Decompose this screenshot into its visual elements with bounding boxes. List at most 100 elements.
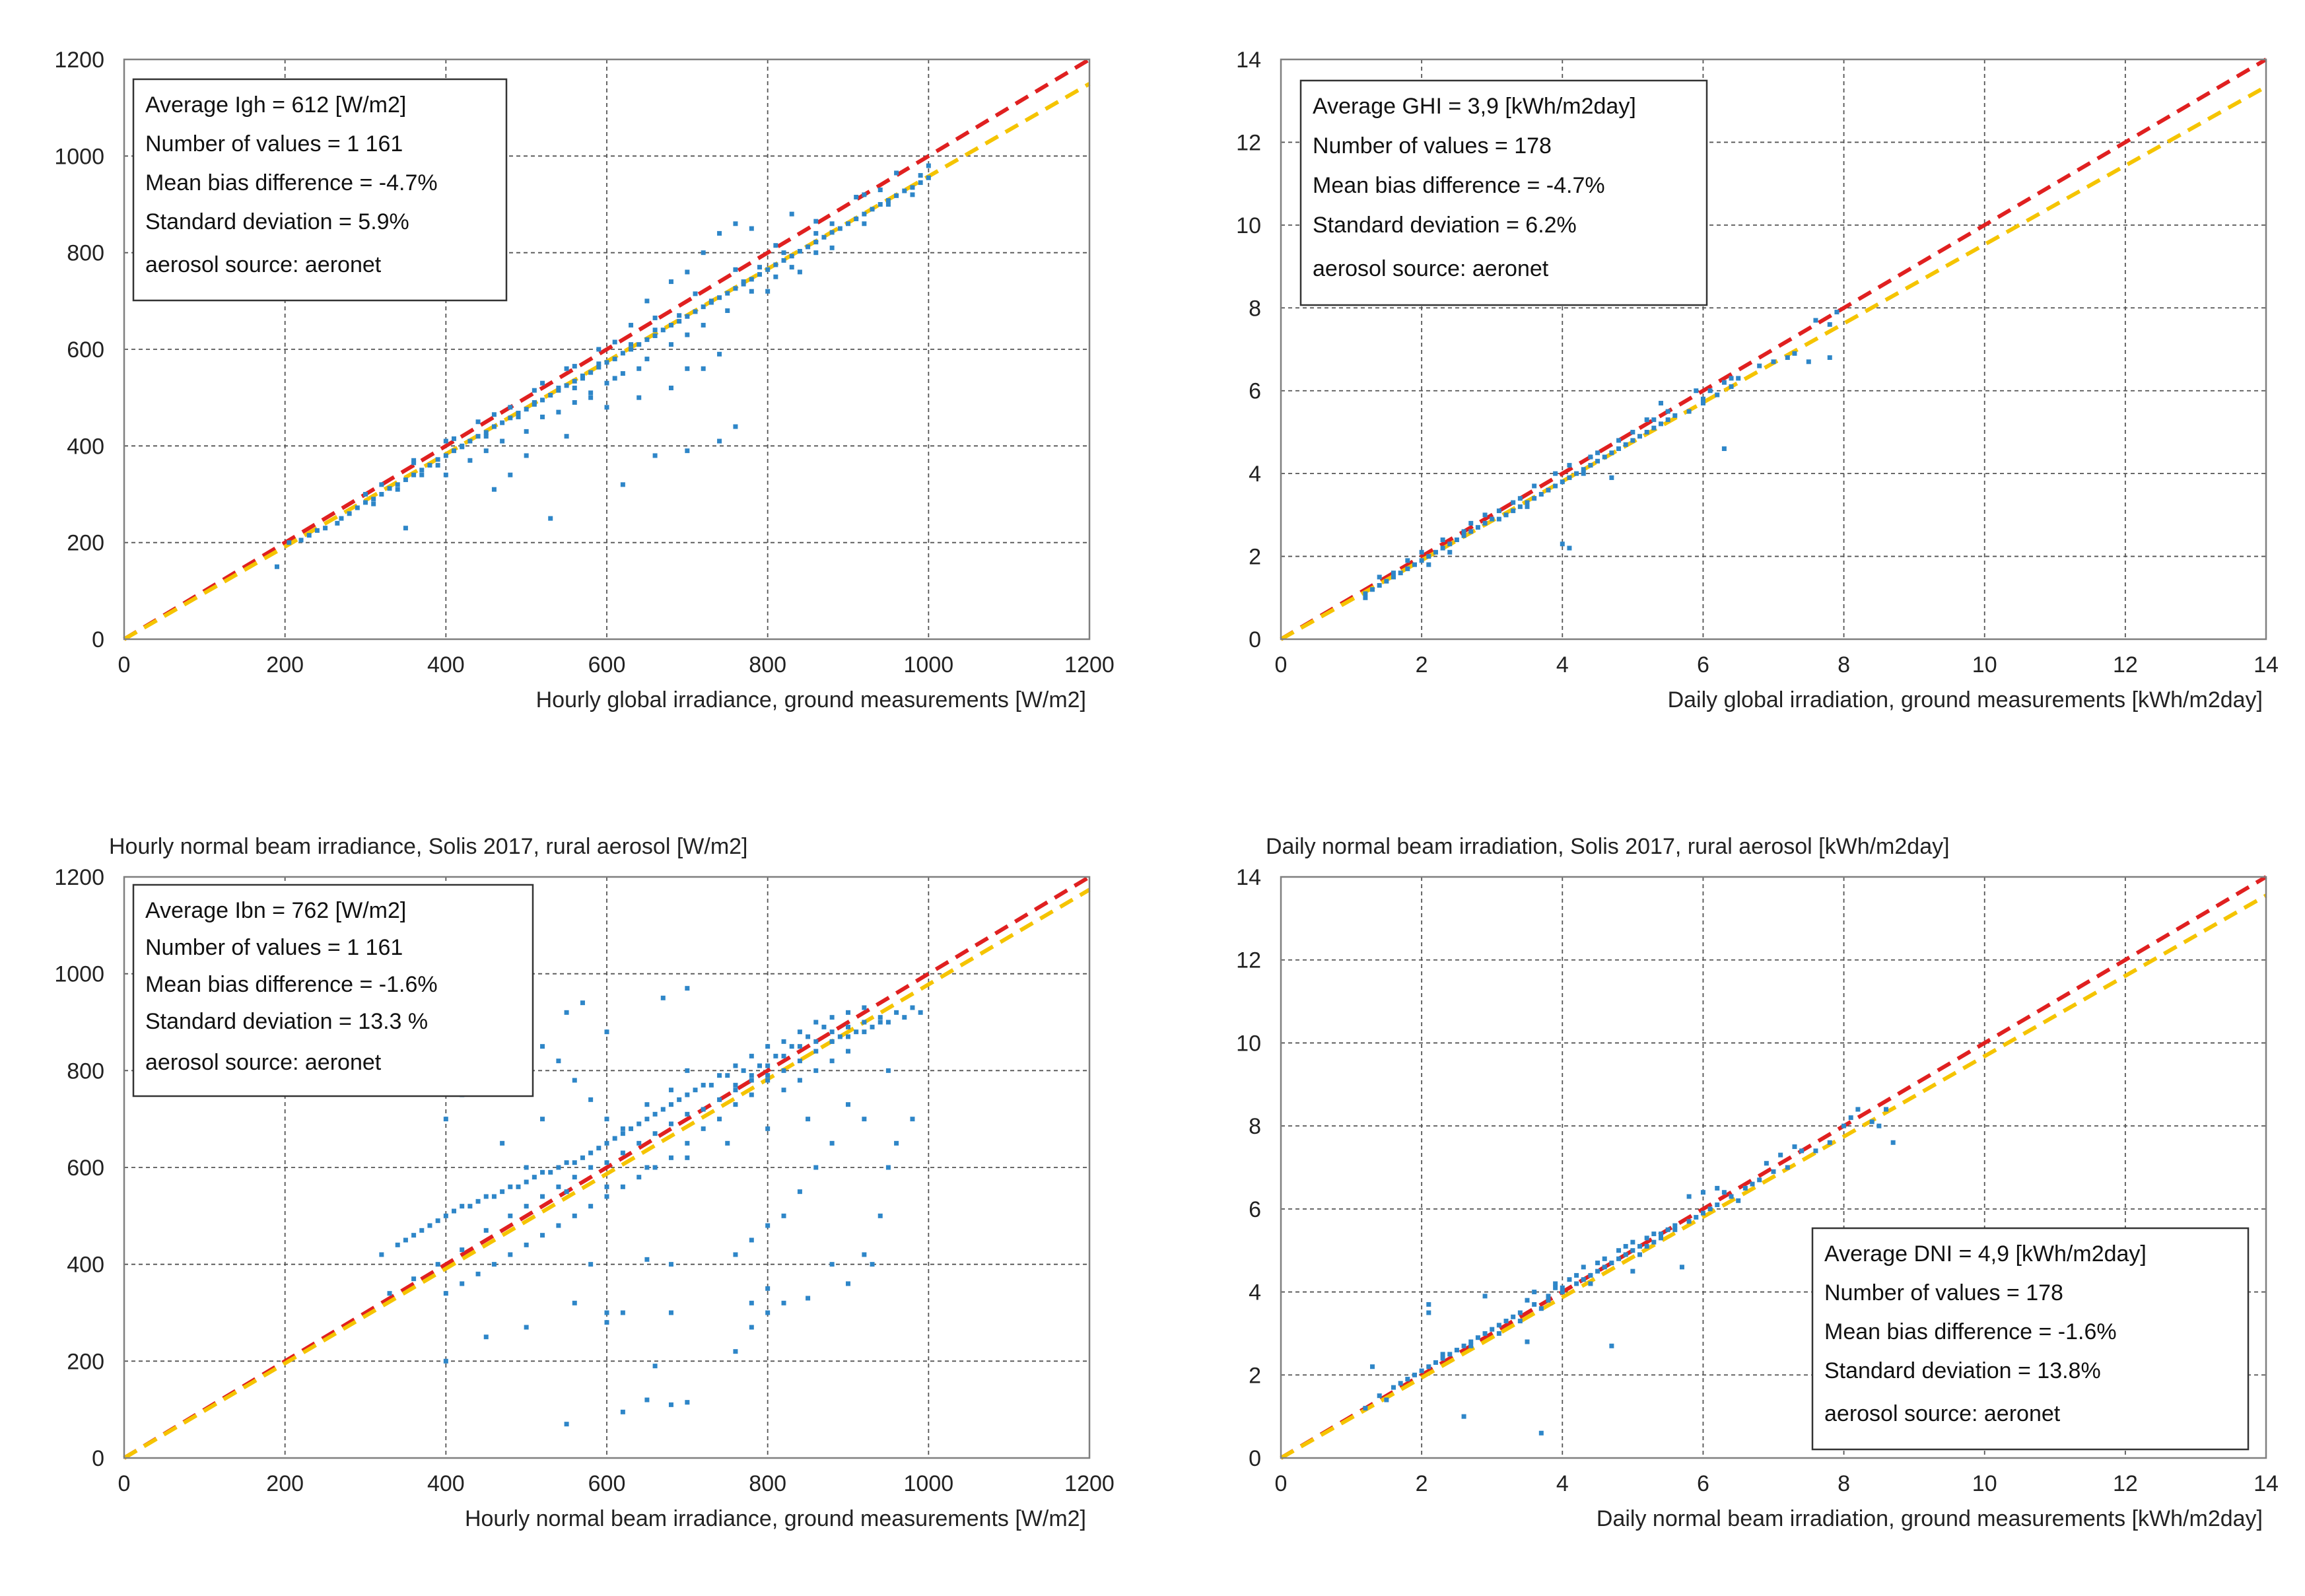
data-point	[1658, 1235, 1663, 1241]
data-point	[1623, 1243, 1628, 1249]
data-point	[717, 438, 722, 444]
data-point	[862, 1020, 867, 1025]
data-point	[572, 364, 577, 369]
data-point	[1461, 1414, 1466, 1419]
data-point	[677, 1097, 682, 1102]
data-point	[524, 1179, 529, 1185]
data-point	[806, 244, 811, 250]
data-point	[757, 265, 762, 270]
data-point	[885, 198, 891, 203]
data-point	[1729, 384, 1734, 389]
data-point	[1616, 1256, 1622, 1261]
data-point	[1503, 1319, 1509, 1324]
data-point	[1813, 318, 1818, 323]
data-point	[540, 1117, 545, 1122]
data-point	[491, 1262, 497, 1267]
data-point	[1700, 401, 1705, 406]
data-point	[395, 482, 400, 487]
data-point	[1729, 1194, 1734, 1199]
data-point	[789, 265, 794, 270]
data-point	[652, 1364, 658, 1369]
data-point	[781, 1088, 786, 1093]
data-point	[1616, 446, 1622, 452]
data-point	[877, 1213, 883, 1218]
data-point	[1567, 463, 1572, 468]
data-point	[1496, 516, 1501, 522]
data-point	[829, 1058, 835, 1064]
data-point	[757, 1063, 762, 1068]
data-point	[1405, 566, 1410, 571]
y-tick-label: 800	[67, 241, 104, 266]
data-point	[524, 1325, 529, 1330]
x-tick-label: 2	[1416, 1471, 1428, 1496]
data-point	[733, 424, 738, 429]
data-point	[564, 366, 569, 371]
data-point	[1736, 376, 1741, 381]
data-point	[1771, 359, 1776, 364]
data-point	[572, 1175, 577, 1180]
data-point	[500, 438, 505, 444]
data-point	[1532, 496, 1537, 501]
stats-line: Average Ibn = 762 [W/m2]	[145, 898, 406, 923]
x-tick-label: 14	[2253, 1471, 2279, 1496]
y-tick-label: 4	[1249, 462, 1261, 487]
data-point	[1475, 1335, 1480, 1340]
data-point	[1630, 1248, 1635, 1253]
data-point	[701, 366, 706, 371]
data-point	[1538, 1430, 1544, 1436]
data-point	[604, 1160, 609, 1165]
data-point	[1525, 1298, 1530, 1303]
data-point	[708, 298, 714, 304]
data-point	[580, 1000, 585, 1006]
data-point	[1637, 1252, 1643, 1257]
y-tick-label: 4	[1249, 1280, 1261, 1305]
data-point	[885, 1068, 891, 1073]
data-point	[1876, 1123, 1882, 1128]
data-point	[806, 1034, 811, 1039]
data-point	[620, 1184, 625, 1189]
x-tick-label: 0	[1275, 652, 1288, 677]
data-point	[862, 192, 867, 197]
data-point	[443, 1358, 448, 1364]
data-point	[1715, 1185, 1720, 1191]
data-point	[1419, 549, 1424, 555]
data-point	[1482, 520, 1488, 526]
data-point	[483, 1335, 489, 1340]
data-point	[467, 1204, 473, 1209]
data-point	[1426, 1364, 1431, 1370]
x-tick-label: 0	[118, 652, 131, 677]
data-point	[516, 414, 521, 419]
data-point	[1665, 409, 1670, 414]
x-tick-label: 800	[749, 652, 786, 677]
data-point	[355, 505, 360, 510]
data-point	[1785, 355, 1790, 361]
data-point	[540, 1194, 545, 1199]
data-point	[1525, 504, 1530, 509]
data-point	[435, 1262, 440, 1267]
data-point	[1384, 1397, 1389, 1403]
data-point	[1686, 1194, 1692, 1199]
data-point	[1750, 1181, 1755, 1187]
data-point	[1517, 496, 1523, 501]
data-point	[475, 1198, 481, 1204]
data-point	[701, 304, 706, 310]
data-point	[652, 453, 658, 458]
data-point	[435, 463, 440, 468]
data-point	[910, 185, 915, 190]
data-point	[1377, 1393, 1382, 1399]
y-tick-label: 1000	[54, 962, 104, 987]
data-point	[660, 328, 666, 333]
y-tick-label: 0	[1249, 1446, 1261, 1471]
data-point	[532, 1175, 537, 1180]
data-point	[1412, 562, 1417, 567]
data-point	[1419, 558, 1424, 563]
data-point	[620, 1409, 625, 1414]
data-point	[427, 463, 432, 468]
data-point	[1721, 1190, 1727, 1195]
x-tick-label: 8	[1838, 652, 1850, 677]
data-point	[701, 1107, 706, 1112]
data-point	[870, 1024, 875, 1029]
x-tick-label: 6	[1697, 652, 1709, 677]
data-point	[1686, 409, 1692, 414]
data-point	[894, 1010, 899, 1015]
